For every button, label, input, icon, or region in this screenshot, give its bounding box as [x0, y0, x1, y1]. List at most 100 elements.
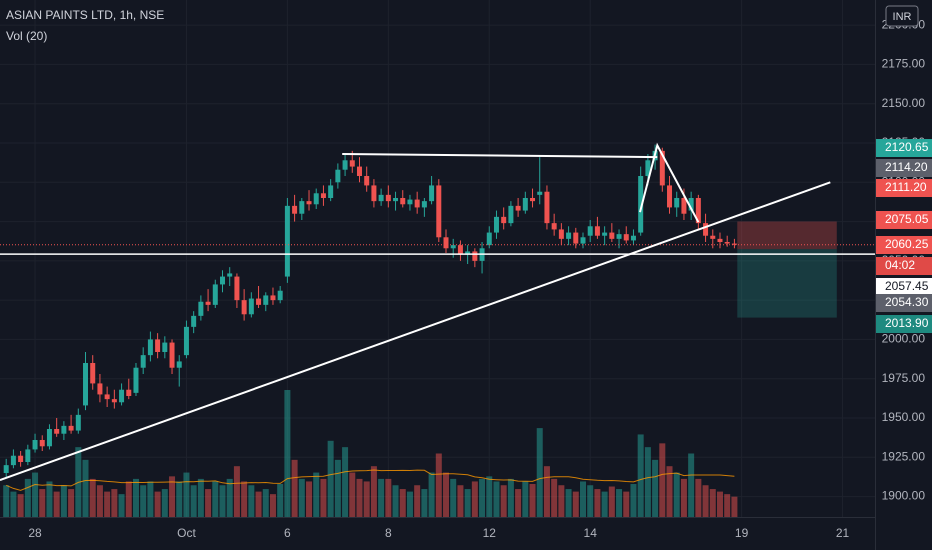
volume-bar: [262, 489, 269, 517]
price-label-bg: [876, 236, 932, 254]
x-tick-label: Oct: [177, 526, 196, 540]
candle-body: [429, 185, 435, 202]
volume-bar: [277, 483, 284, 517]
candle-body: [270, 295, 276, 301]
volume-bar: [630, 483, 637, 517]
volume-bar: [17, 494, 24, 517]
candle-body: [169, 342, 175, 368]
volume-bar: [255, 491, 262, 517]
candle-body: [263, 295, 269, 305]
candle-body: [306, 201, 312, 205]
volume-bar: [565, 489, 572, 517]
candle-body: [659, 150, 665, 186]
price-label: 2057.45: [885, 279, 929, 293]
price-label-bg: [876, 315, 932, 333]
candle-body: [364, 176, 370, 186]
candle-body: [566, 232, 572, 239]
trend-line: [0, 181, 831, 482]
candle-body: [457, 245, 463, 255]
chart-title: ASIAN PAINTS LTD, 1h, NSE: [6, 8, 164, 22]
target-zone: [737, 249, 837, 318]
volume-bar: [529, 483, 536, 517]
candle-body: [176, 361, 182, 368]
candle-body: [544, 191, 550, 224]
volume-bar: [205, 489, 212, 517]
price-label: 2060.25: [885, 237, 929, 251]
candle-body: [436, 185, 442, 238]
candle-body: [104, 394, 110, 400]
candle-body: [602, 232, 608, 236]
volume-bar: [226, 478, 233, 517]
volume-bar: [306, 481, 313, 517]
volume-bar: [363, 481, 370, 517]
price-label-bg: [876, 211, 932, 229]
candle-body: [126, 389, 132, 396]
price-label: 04:02: [885, 258, 915, 272]
candle-body: [133, 367, 139, 393]
trend-line: [639, 142, 700, 223]
price-label: 2120.65: [885, 140, 929, 154]
y-tick-label: 1900.00: [882, 489, 926, 503]
volume-bar: [342, 447, 349, 517]
candle-body: [630, 235, 636, 241]
candle-body: [3, 465, 9, 473]
candle-body: [674, 198, 680, 208]
candle-body: [32, 440, 38, 450]
volume-bar: [421, 489, 428, 517]
x-tick-label: 12: [483, 526, 497, 540]
volume-bar: [637, 434, 644, 517]
volume-bar: [233, 466, 240, 517]
volume-bar: [507, 478, 514, 517]
candle-body: [328, 185, 334, 198]
volume-bar: [479, 478, 486, 517]
volume-bar: [190, 485, 197, 517]
price-label: 2013.90: [885, 316, 929, 330]
candle-body: [183, 326, 189, 356]
candle-body: [486, 232, 492, 246]
volume-bar: [370, 466, 377, 517]
candle-body: [97, 383, 103, 395]
candle-body: [508, 205, 514, 224]
volume-bar: [327, 440, 334, 517]
volume-bar: [659, 443, 666, 517]
volume-bar: [724, 494, 731, 517]
candle-body: [731, 243, 737, 245]
candle-body: [119, 389, 125, 403]
x-tick-label: 14: [584, 526, 598, 540]
volume-bar: [515, 489, 522, 517]
candle-body: [385, 194, 391, 202]
volume-bar: [284, 390, 291, 517]
drawings: [0, 142, 875, 482]
volume-bar: [414, 485, 421, 517]
candle-body: [284, 205, 290, 277]
volume-bar: [378, 478, 385, 517]
volume-bar: [212, 481, 219, 517]
candle-body: [681, 198, 687, 214]
candle-body: [356, 166, 362, 176]
candle-body: [61, 425, 67, 434]
volume-bar: [248, 485, 255, 517]
volume-bar: [161, 489, 168, 517]
candle-body: [400, 198, 406, 205]
price-label: 2054.30: [885, 295, 929, 309]
candle-body: [241, 300, 247, 315]
candle-body: [717, 238, 723, 242]
candle-body: [688, 198, 694, 211]
volume-bar: [695, 478, 702, 517]
candle-body: [594, 226, 600, 236]
volume-bar: [702, 485, 709, 517]
candle-body: [393, 198, 399, 202]
volume-bar: [673, 472, 680, 517]
candle-body: [710, 235, 716, 239]
volume-bar: [435, 453, 442, 517]
candle-body: [18, 455, 24, 462]
currency-box[interactable]: [885, 5, 919, 27]
price-label: 2111.20: [885, 180, 927, 194]
volume-bar: [572, 491, 579, 517]
volume-bar: [118, 494, 125, 517]
candle-body: [75, 414, 81, 431]
candle-body: [277, 290, 283, 301]
candle-body: [248, 298, 254, 315]
currency[interactable]: INR: [893, 11, 912, 23]
